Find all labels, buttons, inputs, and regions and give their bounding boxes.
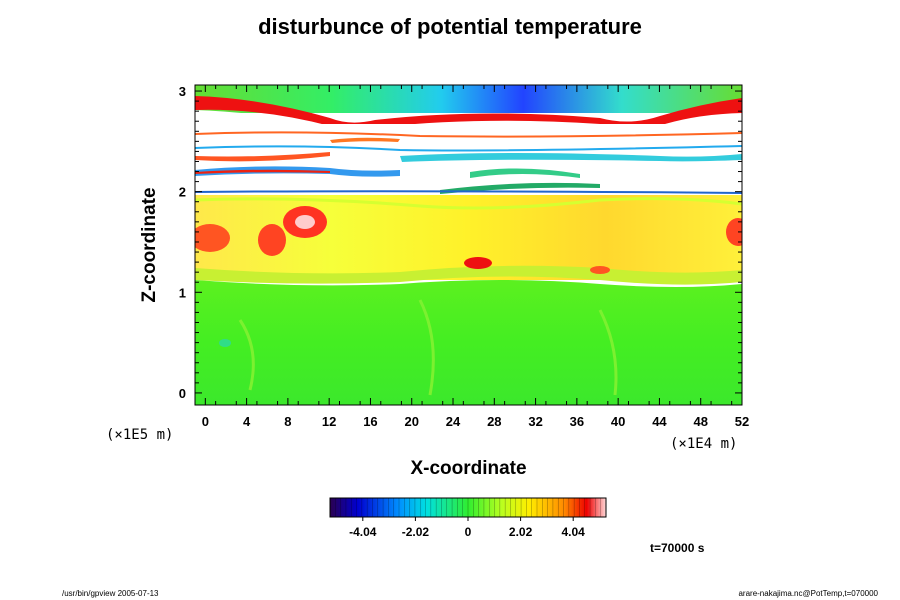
- x-axis-label: X-coordinate: [410, 458, 527, 479]
- colorbar-tick-label: 2.02: [509, 525, 533, 539]
- chart-title: disturbunce of potential temperature: [258, 14, 642, 39]
- x-tick-label: 24: [446, 414, 461, 429]
- x-tick-label: 48: [693, 414, 707, 429]
- heatmap-field: [195, 85, 742, 405]
- x-tick-label: 8: [284, 414, 291, 429]
- hotspot-4: [464, 257, 492, 269]
- colorbar-tick-label: -2.02: [402, 525, 430, 539]
- footer-left: /usr/bin/gpview 2005-07-13: [62, 589, 159, 598]
- x-tick-label: 32: [528, 414, 542, 429]
- upper-band-8: [440, 182, 600, 194]
- plot-frame: [194, 84, 743, 406]
- x-tick-label: 52: [735, 414, 749, 429]
- x-tick-label: 20: [405, 414, 419, 429]
- x-tick-label: 36: [570, 414, 584, 429]
- x-tick-label: 44: [652, 414, 667, 429]
- upper-band-4: [195, 152, 330, 162]
- x-tick-label: 28: [487, 414, 501, 429]
- time-label: t=70000 s: [650, 541, 705, 555]
- upper-band-3: [330, 137, 400, 143]
- colorbar-tick-label: -4.04: [349, 525, 377, 539]
- layer-top-red-band: [195, 96, 742, 130]
- y-scale-note: (×1E5 m): [106, 427, 174, 443]
- hotspot-2: [258, 224, 286, 256]
- y-axis-label: Z-coordinate: [139, 187, 160, 303]
- x-tick-label: 4: [243, 414, 251, 429]
- footer-right: arare-nakajima.nc@PotTemp,t=070000: [738, 589, 878, 598]
- y-tick-label: 1: [179, 285, 186, 300]
- x-scale-note: (×1E4 m): [670, 436, 738, 452]
- y-tick-label: 3: [179, 84, 186, 99]
- x-tick-label: 0: [202, 414, 209, 429]
- upper-band-7: [470, 168, 580, 178]
- hotspot-5: [726, 218, 742, 246]
- x-tick-label: 40: [611, 414, 625, 429]
- upper-band-1: [195, 131, 742, 138]
- colorbar-tick-label: 4.04: [562, 525, 586, 539]
- x-tick-label: 16: [363, 414, 377, 429]
- colorbar-axis: -4.04 -2.02 0 2.02 4.04: [349, 517, 585, 539]
- y-tick-label: 0: [179, 386, 186, 401]
- colorbar-tick-label: 0: [465, 525, 472, 539]
- y-tick-label: 2: [179, 185, 186, 200]
- layer-lower: [195, 280, 742, 405]
- upper-band-2: [195, 145, 742, 152]
- y-axis: 0 1 2 3: [179, 84, 742, 401]
- upper-band-9: [195, 190, 742, 194]
- hotspot-3: [195, 224, 230, 252]
- x-axis: 0 4 8 12 16 20 24 28 32 36 40 44 48 52: [202, 85, 749, 429]
- upper-band-5: [400, 153, 742, 162]
- x-tick-label: 12: [322, 414, 336, 429]
